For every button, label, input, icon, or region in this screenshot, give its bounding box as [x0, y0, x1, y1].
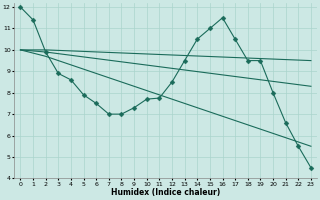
- X-axis label: Humidex (Indice chaleur): Humidex (Indice chaleur): [111, 188, 220, 197]
